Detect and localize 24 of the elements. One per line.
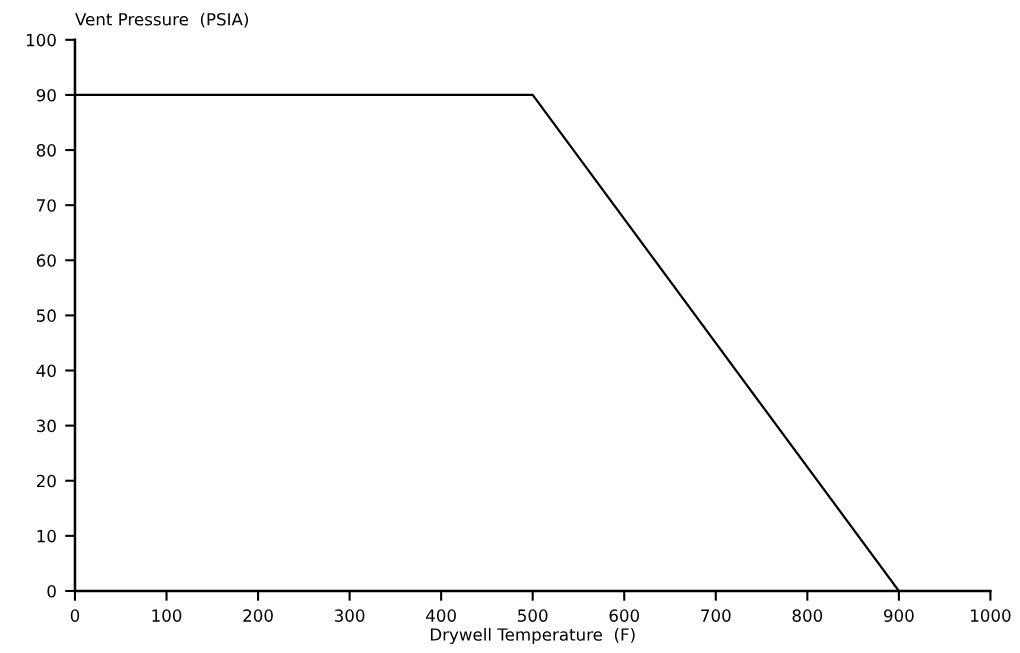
y-tick-label: 0 — [47, 584, 56, 598]
x-tick-label: 300 — [334, 609, 365, 622]
y-tick-label: 90 — [36, 88, 56, 102]
y-tick-label: 70 — [37, 199, 56, 212]
y-tick-label: 30 — [36, 419, 56, 433]
x-tick-label: 900 — [884, 609, 914, 622]
x-tick-label: 400 — [426, 609, 456, 622]
x-tick-label: 200 — [243, 609, 273, 622]
y-tick-label: 20 — [36, 474, 56, 488]
x-tick-label: 0 — [70, 609, 80, 622]
x-tick-label: 700 — [701, 609, 731, 622]
x-tick-label: 800 — [792, 609, 823, 622]
x-tick-label: 100 — [152, 609, 182, 622]
y-tick-label: 100 — [26, 33, 56, 47]
y-tick-label: 40 — [36, 364, 56, 378]
x-tick-label: 1000 — [971, 609, 1011, 622]
y-tick-label: 10 — [37, 529, 56, 543]
y-axis-title: Vent Pressure (PSIA) — [75, 12, 248, 28]
y-tick-label: 80 — [36, 144, 56, 157]
x-tick-label: 500 — [518, 609, 548, 622]
x-axis-title: Drywell Temperature (F) — [430, 627, 635, 645]
x-tick-label: 600 — [609, 609, 640, 622]
y-tick-label: 60 — [36, 254, 56, 267]
y-tick-label: 50 — [36, 309, 56, 322]
